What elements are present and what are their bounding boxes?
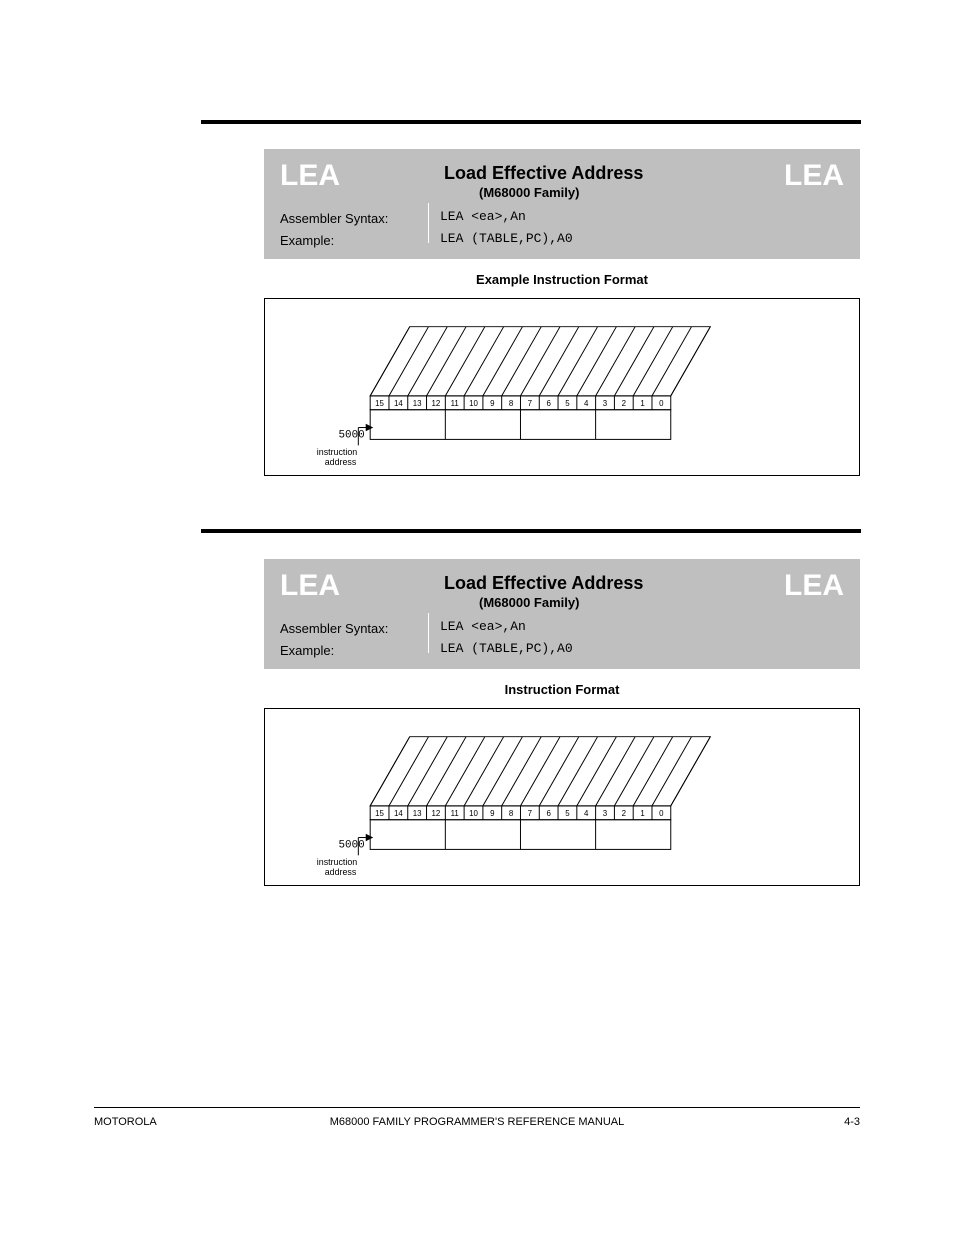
instr2-diagram-box: 15 14 13 12 11 10 9 8 7 6 5 4 3 2 1 0 bbox=[264, 708, 860, 886]
svg-text:7: 7 bbox=[528, 809, 532, 818]
instr1-syntax: LEA <ea>,An bbox=[440, 209, 526, 224]
svg-text:8: 8 bbox=[509, 399, 514, 408]
svg-text:address: address bbox=[325, 867, 357, 877]
svg-text:12: 12 bbox=[432, 399, 441, 408]
instr2-figure-title: Instruction Format bbox=[264, 682, 860, 697]
svg-text:8: 8 bbox=[509, 809, 514, 818]
svg-text:6: 6 bbox=[546, 809, 551, 818]
instr2-mnemonic-right: LEA bbox=[784, 569, 844, 603]
svg-text:9: 9 bbox=[490, 399, 495, 408]
instr1-instr-addr: 5000 bbox=[339, 429, 365, 441]
svg-text:7: 7 bbox=[528, 399, 532, 408]
instr1-example-label: Example: bbox=[280, 233, 334, 248]
svg-text:11: 11 bbox=[451, 809, 460, 818]
instr1-vdiv bbox=[428, 203, 429, 243]
instr2-syntax: LEA <ea>,An bbox=[440, 619, 526, 634]
instr1-addr-label: instruction bbox=[317, 447, 358, 457]
instr1-example: LEA (TABLE,PC),A0 bbox=[440, 231, 573, 246]
svg-text:11: 11 bbox=[451, 399, 460, 408]
footer-rule bbox=[94, 1107, 860, 1108]
svg-text:6: 6 bbox=[546, 399, 551, 408]
svg-text:0: 0 bbox=[659, 399, 664, 408]
instr2-vdiv bbox=[428, 613, 429, 653]
svg-text:15: 15 bbox=[375, 399, 384, 408]
svg-text:15: 15 bbox=[375, 809, 384, 818]
rule-mid bbox=[201, 529, 861, 533]
footer-center: M68000 FAMILY PROGRAMMER'S REFERENCE MAN… bbox=[0, 1116, 954, 1128]
svg-text:1: 1 bbox=[640, 399, 645, 408]
instr1-syntax-label: Assembler Syntax: bbox=[280, 211, 388, 226]
instr2-syntax-label: Assembler Syntax: bbox=[280, 621, 388, 636]
instr1-name: Load Effective Address bbox=[444, 163, 643, 184]
instr2-name: Load Effective Address bbox=[444, 573, 643, 594]
rule-top bbox=[201, 120, 861, 124]
instr2-diagram-svg: 15 14 13 12 11 10 9 8 7 6 5 4 3 2 1 0 bbox=[265, 709, 859, 885]
svg-text:10: 10 bbox=[469, 399, 478, 408]
svg-text:3: 3 bbox=[603, 399, 608, 408]
footer-right: 4-3 bbox=[844, 1116, 860, 1128]
svg-text:1: 1 bbox=[640, 809, 645, 818]
instr2-example-label: Example: bbox=[280, 643, 334, 658]
instr1-header-box: LEA Load Effective Address (M68000 Famil… bbox=[264, 149, 860, 259]
svg-text:0: 0 bbox=[659, 809, 664, 818]
svg-text:13: 13 bbox=[413, 809, 422, 818]
svg-text:5: 5 bbox=[565, 399, 570, 408]
instr2-group: (M68000 Family) bbox=[479, 595, 579, 610]
svg-text:14: 14 bbox=[394, 399, 403, 408]
svg-text:3: 3 bbox=[603, 809, 608, 818]
instr1-figure-title: Example Instruction Format bbox=[264, 272, 860, 287]
svg-text:5: 5 bbox=[565, 809, 570, 818]
instr1-diagram-svg: 15 14 13 12 11 10 9 8 7 6 5 4 3 2 1 0 bbox=[265, 299, 859, 475]
instr1-diagram-box: 15 14 13 12 11 10 9 8 7 6 5 4 3 2 1 0 bbox=[264, 298, 860, 476]
svg-text:4: 4 bbox=[584, 809, 589, 818]
instr1-group: (M68000 Family) bbox=[479, 185, 579, 200]
svg-text:13: 13 bbox=[413, 399, 422, 408]
svg-text:12: 12 bbox=[432, 809, 441, 818]
instr2-instr-addr: 5000 bbox=[339, 839, 365, 851]
svg-text:2: 2 bbox=[622, 809, 626, 818]
instr1-mnemonic-right: LEA bbox=[784, 159, 844, 193]
instr2-header-box: LEA Load Effective Address (M68000 Famil… bbox=[264, 559, 860, 669]
svg-text:14: 14 bbox=[394, 809, 403, 818]
svg-text:9: 9 bbox=[490, 809, 495, 818]
instr2-mnemonic-left: LEA bbox=[280, 569, 340, 603]
svg-text:10: 10 bbox=[469, 809, 478, 818]
svg-text:2: 2 bbox=[622, 399, 626, 408]
instr1-addr-label2: address bbox=[325, 457, 357, 467]
instr2-example: LEA (TABLE,PC),A0 bbox=[440, 641, 573, 656]
svg-text:instruction: instruction bbox=[317, 857, 358, 867]
svg-text:4: 4 bbox=[584, 399, 589, 408]
instr1-mnemonic-left: LEA bbox=[280, 159, 340, 193]
